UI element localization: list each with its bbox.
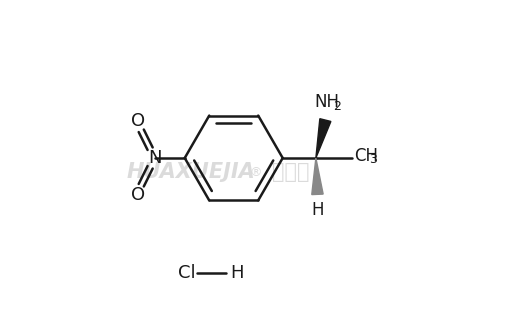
- Polygon shape: [316, 119, 331, 158]
- Text: ®: ®: [250, 166, 262, 179]
- Text: O: O: [131, 112, 146, 130]
- Text: HUAXUEJIA: HUAXUEJIA: [126, 162, 255, 182]
- Polygon shape: [312, 158, 323, 195]
- Text: 3: 3: [369, 153, 377, 166]
- Text: H: H: [230, 264, 243, 282]
- Text: H: H: [312, 201, 324, 219]
- Text: 化学加: 化学加: [271, 162, 309, 182]
- Text: O: O: [131, 186, 146, 204]
- Text: NH: NH: [314, 93, 339, 111]
- Text: N: N: [148, 149, 162, 167]
- Text: 2: 2: [334, 100, 341, 113]
- Text: Cl: Cl: [178, 264, 196, 282]
- Text: CH: CH: [354, 148, 378, 165]
